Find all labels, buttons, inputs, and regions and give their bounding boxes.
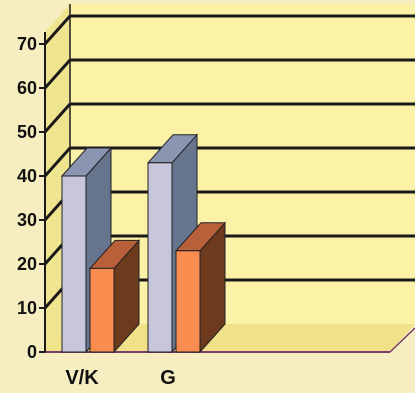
bar bbox=[175, 250, 201, 353]
gridline-side bbox=[43, 59, 72, 89]
y-tick-label: 40 bbox=[17, 166, 37, 186]
floor-right-edge bbox=[389, 327, 415, 353]
bar bbox=[89, 267, 115, 353]
bar bbox=[61, 175, 87, 353]
gridline-side bbox=[43, 147, 72, 177]
y-tick-label: 20 bbox=[17, 254, 37, 274]
category-label: G bbox=[160, 367, 176, 388]
y-tick-label: 70 bbox=[17, 34, 37, 54]
y-tick-label: 30 bbox=[17, 210, 37, 230]
y-tick-label: 60 bbox=[17, 78, 37, 98]
gridlines bbox=[43, 14, 415, 309]
bar bbox=[147, 162, 173, 353]
y-tick-label: 50 bbox=[17, 122, 37, 142]
y-tick-label: 0 bbox=[27, 342, 37, 362]
category-labels: V/K G bbox=[65, 367, 176, 389]
category-label: V/K bbox=[65, 367, 99, 388]
gridline-side bbox=[43, 103, 72, 133]
y-tick-labels: 0 10 20 30 40 50 60 70 bbox=[17, 34, 37, 362]
bars bbox=[60, 133, 227, 354]
y-tick-label: 10 bbox=[17, 298, 37, 318]
gridline-side bbox=[43, 15, 72, 45]
floor bbox=[45, 324, 415, 352]
